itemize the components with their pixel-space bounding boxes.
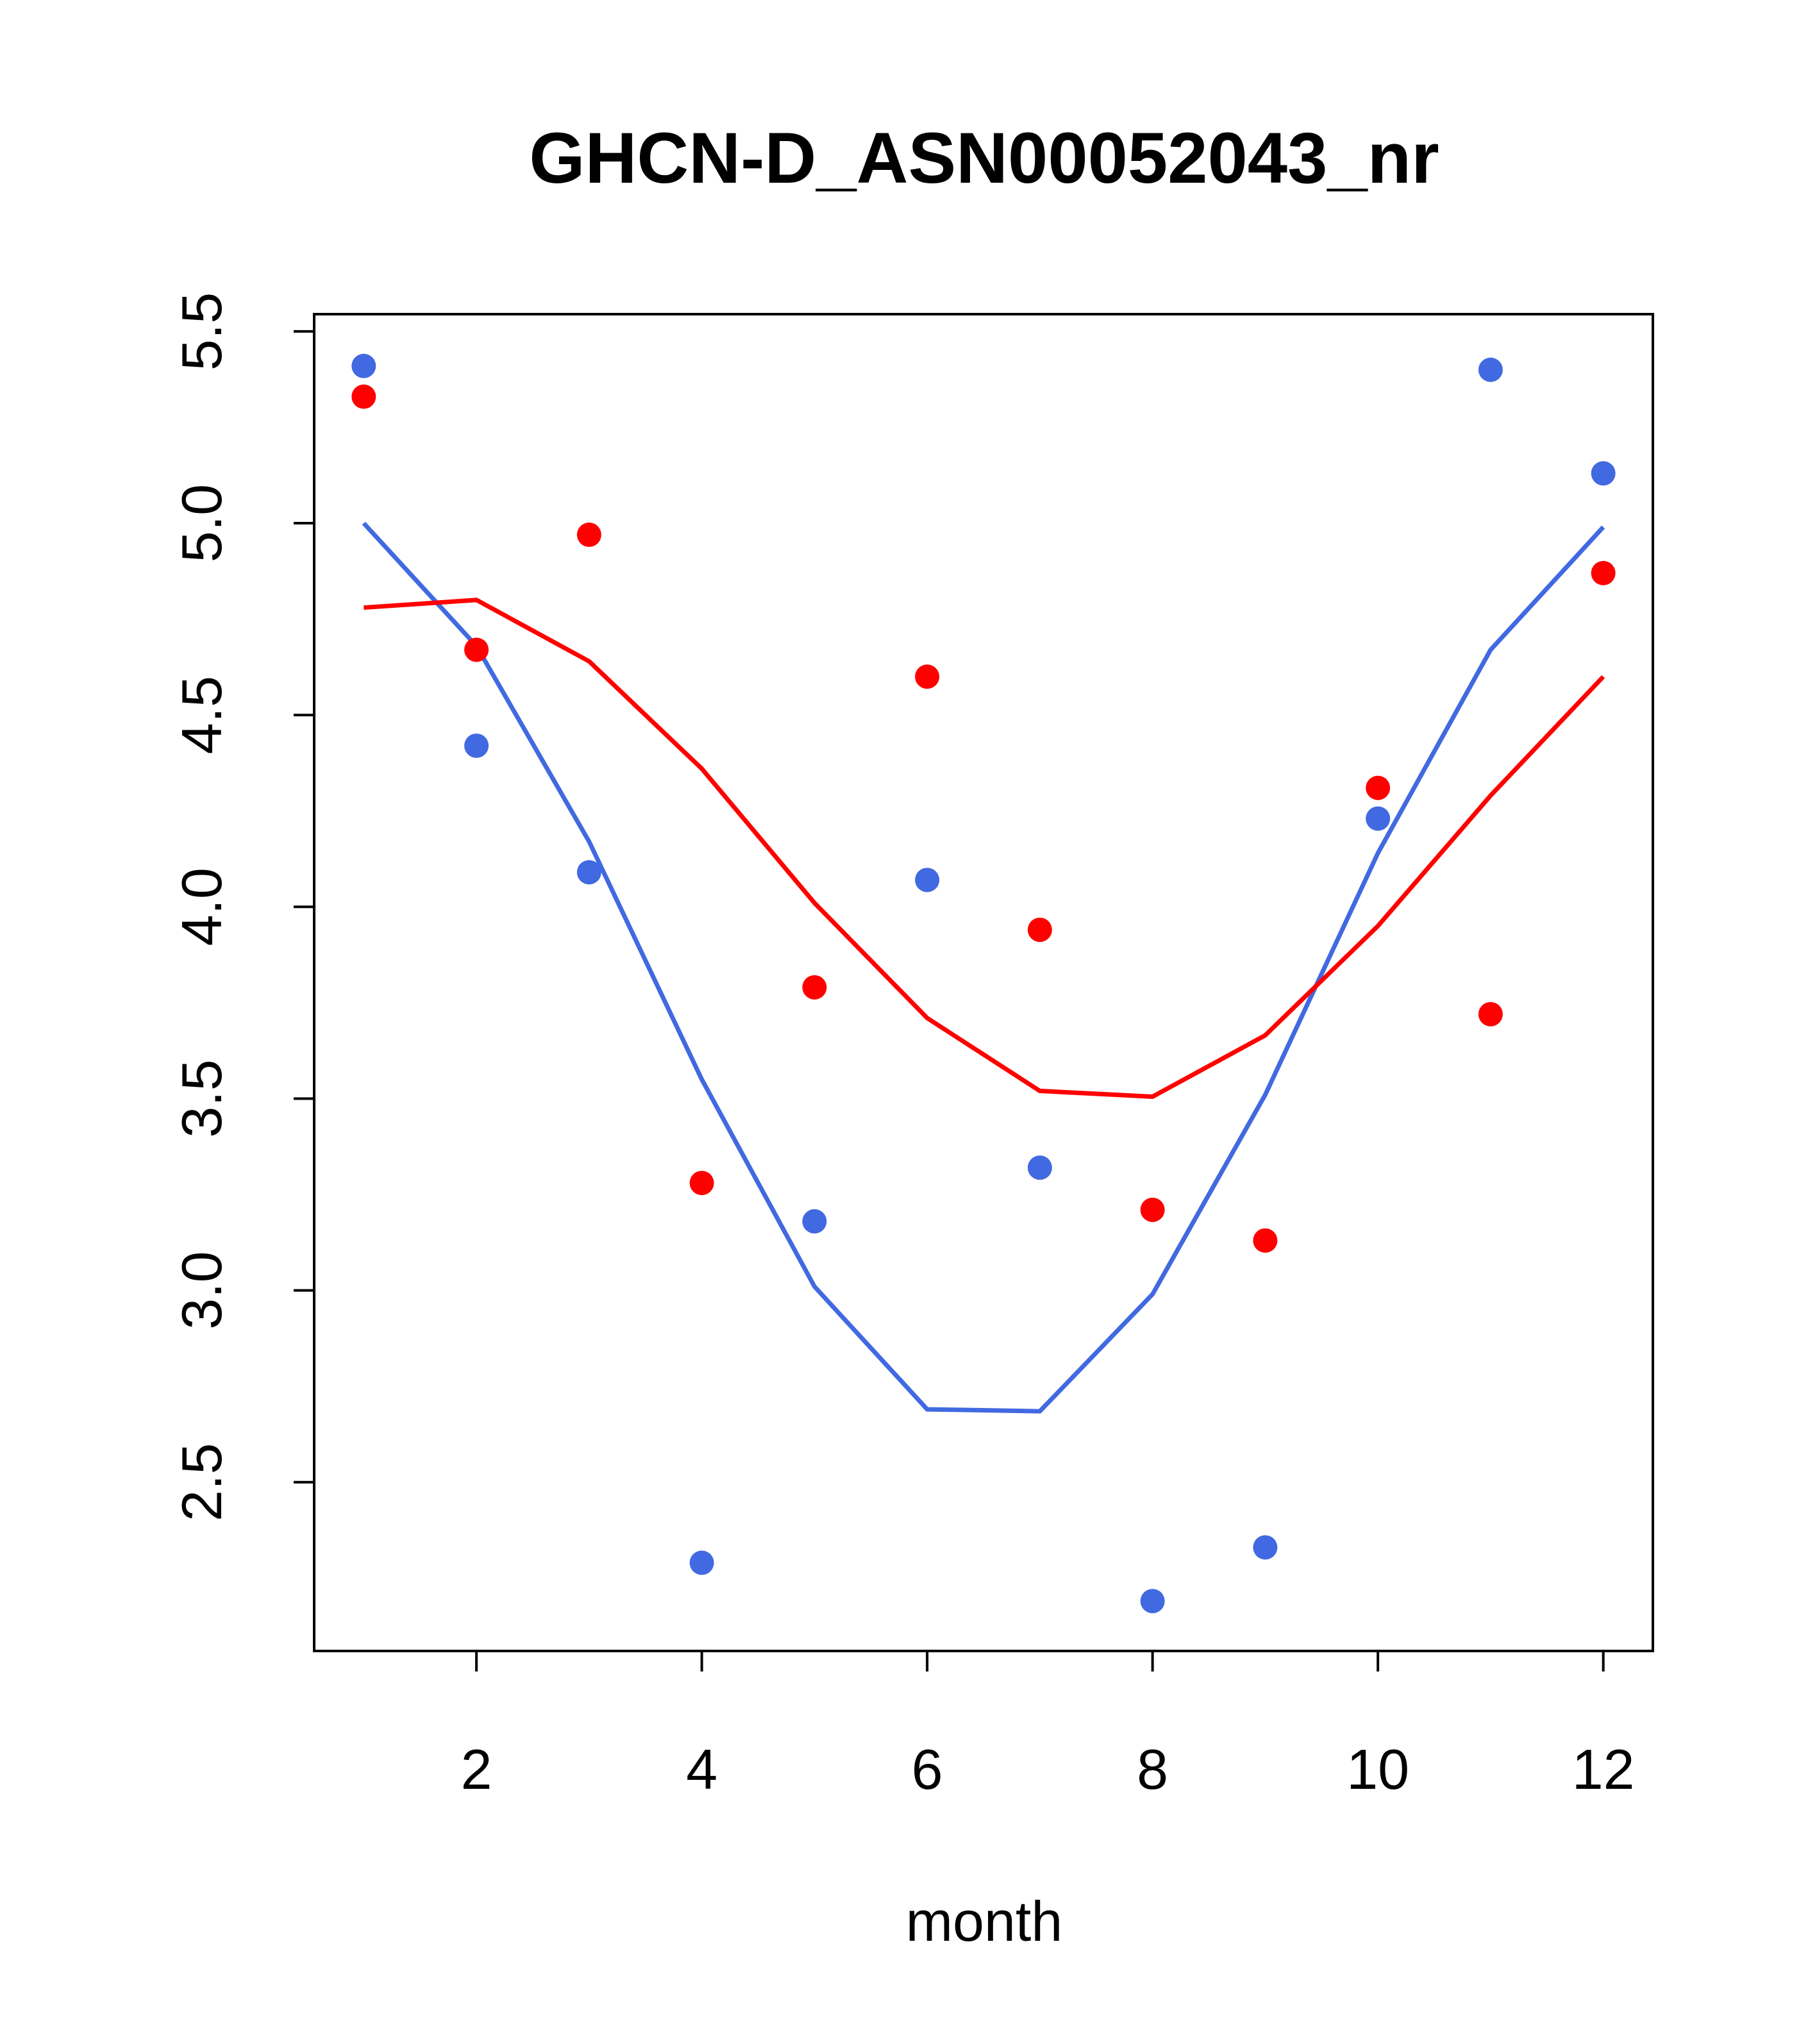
series-2-point: [1366, 775, 1391, 800]
x-tick-label: 10: [1346, 1738, 1409, 1801]
y-tick-label: 2.5: [170, 1443, 233, 1521]
series-1: [351, 353, 1616, 1614]
series-2-point: [689, 1171, 714, 1196]
y-tick-label: 3.5: [170, 1059, 233, 1137]
x-tick-label: 6: [912, 1738, 943, 1801]
series-2-point: [1591, 560, 1616, 585]
series-1-point: [1027, 1155, 1052, 1180]
y-tick-label: 4.5: [170, 676, 233, 754]
series-1-point: [802, 1209, 827, 1234]
y-tick-label: 5.5: [170, 292, 233, 371]
series-layer: [351, 353, 1616, 1614]
series-1-point: [1366, 806, 1391, 831]
x-tick-label: 2: [461, 1738, 492, 1801]
y-tick-label: 3.0: [170, 1251, 233, 1329]
series-2-point: [464, 637, 489, 662]
series-1-line: [362, 521, 1605, 1414]
series-2-point: [351, 384, 376, 409]
series-2-point: [1253, 1228, 1278, 1253]
series-1-point: [689, 1550, 714, 1575]
y-tick-label: 4.0: [170, 867, 233, 946]
series-2-point: [1140, 1197, 1165, 1222]
series-1-point: [1140, 1589, 1165, 1614]
x-tick-label: 8: [1137, 1738, 1168, 1801]
series-2-point: [915, 664, 940, 689]
y-tick-label: 5.0: [170, 484, 233, 562]
series-1-point: [1591, 461, 1616, 486]
series-1-point: [1253, 1535, 1278, 1560]
x-axis: 2 4 6 8 10 12: [461, 1650, 1635, 1801]
plot-frame: [313, 313, 1654, 1652]
series-2-point: [1478, 1001, 1503, 1026]
series-2-point: [576, 523, 601, 548]
x-axis-label: month: [906, 1889, 1063, 1953]
x-tick-label: 4: [686, 1738, 717, 1801]
series-1-point: [915, 867, 940, 892]
series-2: [351, 384, 1616, 1253]
series-1-point: [464, 733, 489, 758]
x-tick-label: 12: [1572, 1738, 1635, 1801]
series-2-line: [364, 598, 1605, 1099]
series-2-point: [802, 975, 827, 1000]
series-2-point: [1027, 917, 1052, 942]
chart-title: GHCN-D_ASN00052043_nr: [529, 118, 1439, 198]
series-1-point: [1478, 357, 1503, 382]
series-1-point: [351, 353, 376, 378]
y-axis: 2.5 3.0 3.5 4.0 4.5 5.0 5.5: [170, 292, 315, 1521]
series-1-point: [576, 860, 601, 885]
